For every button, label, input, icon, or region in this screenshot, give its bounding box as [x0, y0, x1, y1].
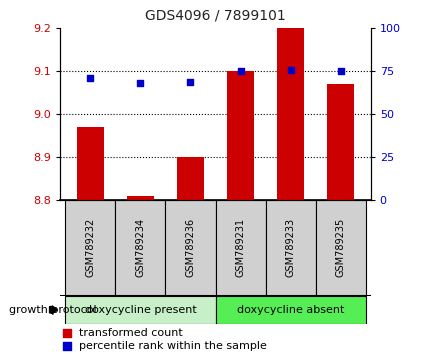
Text: GSM789232: GSM789232: [85, 218, 95, 278]
Text: GSM789235: GSM789235: [335, 218, 345, 278]
Bar: [77, 127, 104, 200]
Bar: [215, 296, 365, 324]
Text: GSM789233: GSM789233: [285, 218, 295, 278]
Bar: [315, 200, 365, 296]
Text: GDS4096 / 7899101: GDS4096 / 7899101: [145, 9, 285, 23]
Bar: [126, 196, 154, 200]
Bar: [226, 71, 254, 200]
Bar: [215, 200, 265, 296]
Bar: [115, 200, 165, 296]
Text: GSM789234: GSM789234: [135, 218, 145, 278]
Bar: [265, 200, 315, 296]
Bar: [165, 200, 215, 296]
Text: percentile rank within the sample: percentile rank within the sample: [79, 341, 266, 352]
Point: [286, 67, 293, 72]
Point: [63, 343, 70, 349]
Bar: [276, 28, 304, 200]
Point: [336, 68, 343, 74]
Bar: [176, 157, 204, 200]
Point: [63, 330, 70, 336]
Bar: [326, 84, 353, 200]
Point: [237, 68, 243, 74]
Text: doxycycline absent: doxycycline absent: [237, 305, 344, 315]
Bar: [65, 200, 115, 296]
Text: growth protocol: growth protocol: [9, 305, 96, 315]
Point: [137, 80, 144, 86]
Text: GSM789236: GSM789236: [185, 218, 195, 278]
Bar: [65, 296, 215, 324]
Point: [87, 75, 94, 81]
Point: [187, 79, 194, 84]
Text: transformed count: transformed count: [79, 328, 182, 338]
Text: doxycycline present: doxycycline present: [84, 305, 196, 315]
Text: GSM789231: GSM789231: [235, 218, 245, 278]
